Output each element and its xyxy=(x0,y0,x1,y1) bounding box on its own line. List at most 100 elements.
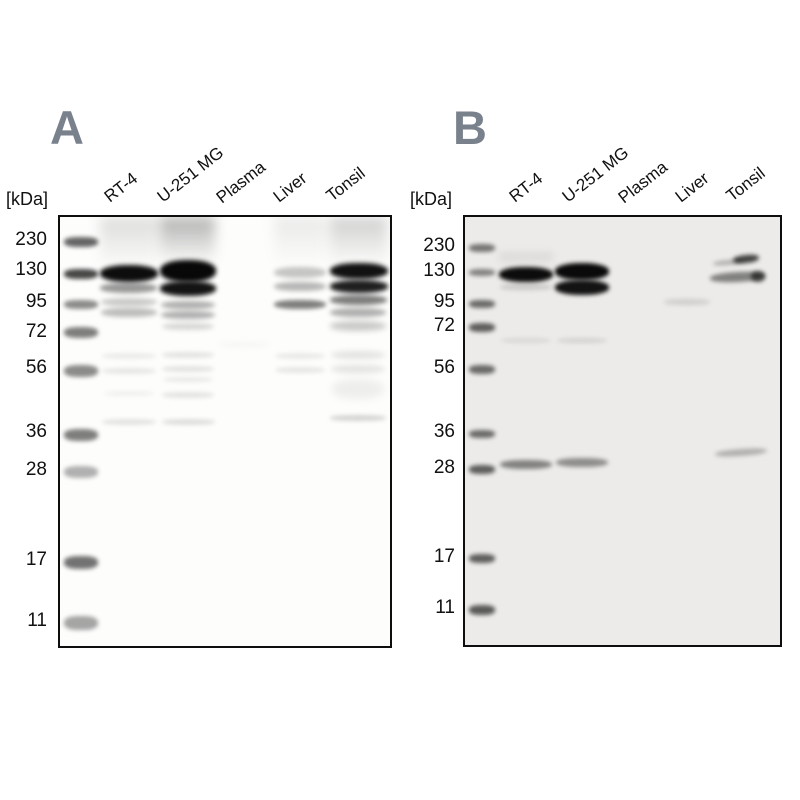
protein-band xyxy=(500,284,552,290)
protein-band xyxy=(275,367,325,373)
protein-band xyxy=(664,299,710,305)
protein-band xyxy=(331,351,385,359)
marker-ladder-band xyxy=(64,327,98,338)
marker-weight-label: 72 xyxy=(25,321,47,342)
protein-band xyxy=(163,377,213,382)
protein-band xyxy=(557,338,607,343)
marker-ladder-band xyxy=(469,465,495,474)
protein-band xyxy=(162,392,214,398)
marker-weight-label: 56 xyxy=(25,357,47,378)
protein-band xyxy=(104,391,154,396)
lane-label: Plasma xyxy=(212,157,270,208)
protein-band xyxy=(102,353,156,359)
marker-weight-label: 28 xyxy=(433,457,455,478)
marker-weight-label: 36 xyxy=(25,421,47,442)
protein-band xyxy=(556,458,608,467)
protein-band xyxy=(100,283,157,293)
marker-weight-label: 28 xyxy=(25,459,47,480)
marker-ladder-band xyxy=(64,616,98,630)
protein-band xyxy=(274,282,326,291)
marker-ladder-band xyxy=(469,605,495,615)
marker-weight-label: 36 xyxy=(433,421,455,442)
marker-ladder-band xyxy=(469,244,495,252)
marker-ladder-band xyxy=(469,365,495,374)
marker-weight-label: 11 xyxy=(435,597,455,618)
panel-a-blot-image xyxy=(58,215,392,648)
marker-ladder-band xyxy=(64,466,98,478)
protein-band xyxy=(499,253,553,265)
protein-band xyxy=(101,308,157,317)
protein-band xyxy=(330,308,386,317)
protein-band xyxy=(162,419,215,425)
protein-band xyxy=(330,217,387,267)
lane-label: Tonsil xyxy=(722,163,769,206)
protein-band xyxy=(274,217,326,267)
protein-band xyxy=(162,352,214,358)
protein-band xyxy=(162,323,214,330)
protein-band xyxy=(160,260,216,282)
protein-band xyxy=(274,267,326,278)
marker-ladder-band xyxy=(64,429,98,441)
panel-a-letter: A xyxy=(50,101,85,154)
lane-label: Tonsil xyxy=(322,163,369,206)
protein-band xyxy=(161,311,215,319)
marker-weight-label: 230 xyxy=(15,229,47,250)
marker-weight-label: 130 xyxy=(423,260,455,281)
marker-ladder-band xyxy=(469,269,495,276)
protein-band xyxy=(274,300,326,309)
protein-band xyxy=(751,271,765,282)
marker-weight-label: 56 xyxy=(433,357,455,378)
panel-b-letter: B xyxy=(453,101,488,154)
marker-ladder-band xyxy=(64,237,98,247)
protein-band xyxy=(555,280,609,295)
protein-band xyxy=(100,265,158,282)
protein-band xyxy=(218,342,270,347)
protein-band xyxy=(330,295,387,305)
marker-ladder-band xyxy=(469,300,495,308)
protein-band xyxy=(162,366,214,372)
protein-band xyxy=(330,321,386,331)
lane-label: RT-4 xyxy=(505,168,547,207)
marker-weight-label: 130 xyxy=(15,259,47,280)
protein-band xyxy=(501,338,551,343)
lane-label: Liver xyxy=(671,168,713,207)
panel-b-kda-unit-label: [kDa] xyxy=(409,189,452,209)
protein-band xyxy=(102,419,156,425)
marker-weight-label: 17 xyxy=(25,549,47,570)
protein-band xyxy=(330,263,388,279)
marker-weight-label: 17 xyxy=(433,546,455,567)
lane-label: Liver xyxy=(269,168,311,207)
protein-band xyxy=(330,280,388,293)
marker-weight-label: 95 xyxy=(433,291,455,312)
protein-band xyxy=(160,217,215,265)
marker-ladder-band xyxy=(469,323,495,332)
protein-band xyxy=(500,460,552,469)
protein-band xyxy=(714,447,768,458)
marker-ladder-band xyxy=(64,365,98,377)
protein-band xyxy=(712,258,744,267)
protein-band xyxy=(275,353,325,359)
protein-band xyxy=(330,415,386,421)
protein-band xyxy=(331,365,385,373)
protein-band xyxy=(160,281,216,296)
marker-weight-label: 72 xyxy=(433,315,455,336)
protein-band xyxy=(161,301,215,309)
marker-ladder-band xyxy=(469,430,495,438)
protein-band xyxy=(102,368,156,374)
lane-label: RT-4 xyxy=(100,168,142,207)
marker-weight-label: 95 xyxy=(25,291,47,312)
protein-band xyxy=(332,379,384,399)
protein-band xyxy=(100,217,157,269)
panel-b-blot-image xyxy=(463,215,782,647)
marker-ladder-band xyxy=(64,556,98,569)
marker-weight-label: 11 xyxy=(27,610,47,631)
protein-band xyxy=(101,298,157,306)
marker-ladder-band xyxy=(64,300,98,309)
marker-weight-label: 230 xyxy=(423,235,455,256)
marker-ladder-band xyxy=(64,269,98,279)
panel-a-kda-unit-label: [kDa] xyxy=(5,189,48,209)
protein-band xyxy=(555,263,609,280)
protein-band xyxy=(499,267,553,282)
marker-ladder-band xyxy=(469,554,495,563)
